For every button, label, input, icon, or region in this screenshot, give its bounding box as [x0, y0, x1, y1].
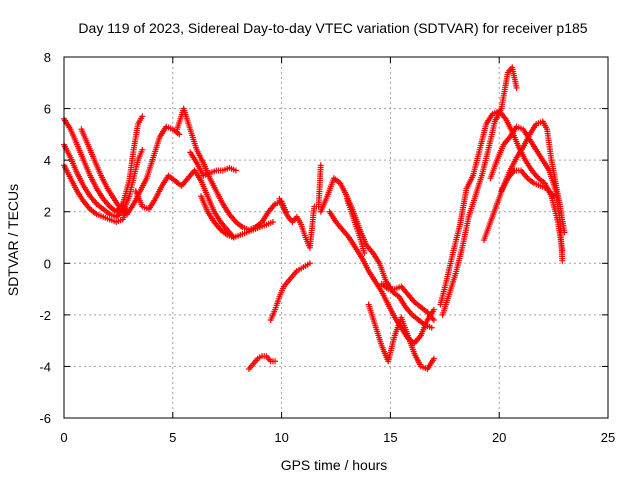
series-track-h [198, 193, 276, 241]
x-axis-label: GPS time / hours [281, 457, 388, 473]
y-tick-label: 4 [44, 153, 51, 168]
data-point [306, 260, 313, 267]
x-tick-label: 15 [383, 430, 397, 445]
series-track-n [343, 195, 368, 256]
x-tick-label: 5 [169, 430, 176, 445]
series-track-c [61, 162, 131, 226]
series-track-i [245, 353, 279, 373]
series-track-u [498, 167, 557, 200]
series-track-e [132, 167, 237, 241]
y-tick-label: -4 [39, 359, 51, 374]
data-point [272, 358, 279, 365]
y-tick-label: -6 [39, 411, 51, 426]
y-axis-label: SDTVAR / TECUs [5, 184, 21, 296]
x-tick-label: 20 [492, 430, 506, 445]
y-tick-label: 0 [44, 256, 51, 271]
data-point [139, 113, 146, 120]
x-tick-label: 10 [274, 430, 288, 445]
data-point [269, 219, 276, 226]
data-point [317, 162, 324, 169]
series-track-o [365, 301, 437, 373]
y-tick-label: 6 [44, 102, 51, 117]
data-point [513, 84, 520, 91]
y-tick-label: -2 [39, 308, 51, 323]
x-tick-label: 25 [601, 430, 615, 445]
series-track-k [276, 162, 324, 251]
chart-title: Day 119 of 2023, Sidereal Day-to-day VTE… [78, 20, 587, 36]
series-track-r [439, 64, 520, 318]
series-track-d [78, 123, 183, 218]
data-point [139, 146, 146, 153]
data-point [361, 249, 368, 256]
axis-ticks: 0 5 10 15 20 25 -6 -4 -2 0 2 4 6 8 [39, 50, 615, 445]
series-track-t [487, 123, 566, 264]
data-points [61, 64, 568, 373]
data-point [428, 324, 435, 331]
data-point [430, 306, 437, 313]
series-track-f [174, 105, 289, 233]
series-track-g [187, 149, 239, 179]
y-tick-label: 2 [44, 205, 51, 220]
series-track-b [61, 113, 146, 215]
data-point [232, 167, 239, 174]
grid [64, 57, 608, 418]
data-point [430, 317, 437, 324]
series-track-p [378, 280, 437, 324]
series-track-a [61, 141, 146, 220]
series-track-j [267, 260, 313, 324]
data-point [176, 131, 183, 138]
plot-frame [63, 56, 609, 419]
data-point [430, 355, 437, 362]
data-point [550, 193, 557, 200]
data-point [559, 257, 566, 264]
y-tick-label: 8 [44, 50, 51, 65]
x-tick-label: 0 [60, 430, 67, 445]
